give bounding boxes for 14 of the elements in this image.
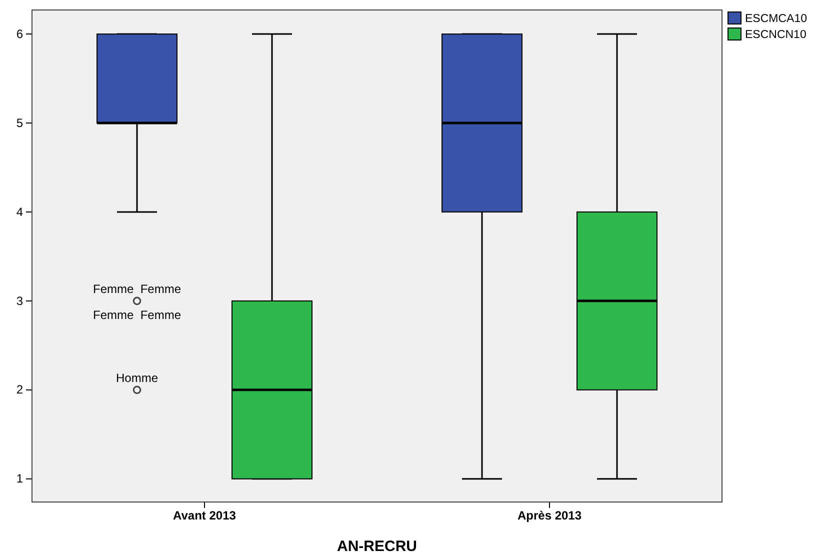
y-tick-label: 3 — [16, 294, 24, 308]
annotation: Femme Femme — [92, 308, 182, 322]
y-tick-label: 4 — [16, 204, 24, 219]
x-tick-label: Avant 2013 — [173, 508, 236, 523]
y-tick-label: 5 — [16, 116, 24, 130]
x-tick-label: Après 2013 — [517, 508, 582, 523]
y-tick-label: 2 — [16, 382, 24, 397]
annotation: Femme Femme — [92, 282, 182, 296]
legend-label: ESCMCA10 — [745, 13, 807, 25]
legend-label: ESCNCN10 — [745, 29, 806, 41]
y-tick-label: 6 — [16, 26, 24, 41]
x-axis-title: AN-RECRU — [337, 538, 417, 555]
y-tick-label: 1 — [16, 472, 24, 486]
annotation: Homme — [116, 370, 158, 385]
